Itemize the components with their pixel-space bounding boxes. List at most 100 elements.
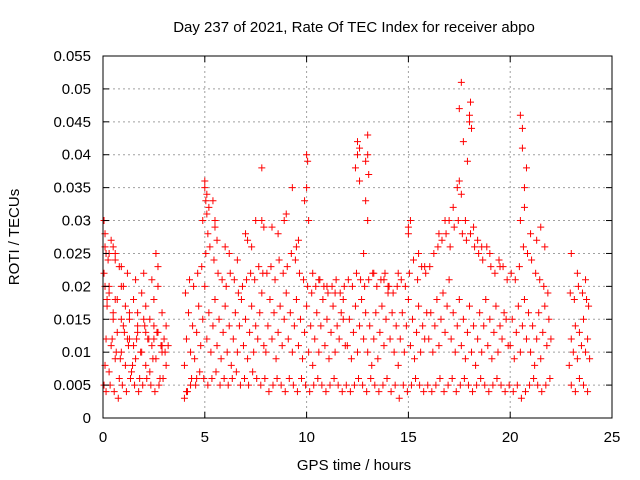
data-point: [383, 375, 391, 383]
data-point: [159, 375, 167, 383]
data-point: [215, 315, 223, 323]
data-point: [356, 144, 364, 152]
data-point: [350, 381, 358, 389]
data-point: [113, 328, 121, 336]
data-point: [282, 289, 290, 297]
data-point: [239, 342, 247, 350]
data-point: [474, 236, 482, 244]
data-point: [407, 381, 415, 389]
data-point: [302, 381, 310, 389]
data-point: [381, 269, 389, 277]
data-point: [406, 217, 414, 225]
chart-title: Day 237 of 2021, Rate Of TEC Index for r…: [173, 19, 535, 36]
data-point: [132, 276, 140, 284]
data-point: [453, 184, 461, 192]
data-points: [100, 78, 594, 402]
data-point: [460, 375, 468, 383]
data-point: [388, 309, 396, 317]
data-point: [140, 269, 148, 277]
data-point: [394, 361, 402, 369]
data-point: [382, 315, 390, 323]
data-point: [357, 276, 365, 284]
y-tick-label: 0.02: [62, 278, 91, 295]
y-tick-label: 0: [83, 410, 91, 427]
data-point: [202, 197, 210, 205]
data-point: [380, 342, 388, 350]
data-point: [374, 355, 382, 363]
data-point: [331, 289, 339, 297]
data-point: [507, 269, 515, 277]
data-point: [516, 111, 524, 119]
data-point: [305, 217, 313, 225]
data-point: [433, 296, 441, 304]
data-point: [532, 269, 540, 277]
data-point: [218, 276, 226, 284]
data-point: [146, 368, 154, 376]
data-point: [109, 315, 117, 323]
data-point: [584, 388, 592, 396]
data-point: [578, 289, 586, 297]
data-point: [149, 355, 157, 363]
data-point: [115, 375, 123, 383]
data-point: [335, 335, 343, 343]
data-point: [120, 328, 128, 336]
data-point: [193, 375, 201, 383]
data-point: [370, 335, 378, 343]
data-point: [392, 322, 400, 330]
data-point: [470, 322, 478, 330]
data-point: [126, 375, 134, 383]
data-point: [420, 388, 428, 396]
data-point: [509, 388, 517, 396]
data-point: [111, 249, 119, 257]
data-point: [496, 322, 504, 330]
data-point: [203, 210, 211, 218]
data-point: [430, 249, 438, 257]
data-point: [295, 269, 303, 277]
data-point: [364, 217, 372, 225]
data-point: [247, 269, 255, 277]
data-point: [475, 249, 483, 257]
data-point: [100, 269, 108, 277]
data-point: [348, 282, 356, 290]
data-point: [457, 78, 465, 86]
y-tick-label: 0.01: [62, 344, 91, 361]
data-point: [201, 184, 209, 192]
data-point: [569, 348, 577, 356]
data-point: [222, 282, 230, 290]
data-point: [449, 203, 457, 211]
data-point: [275, 256, 283, 264]
data-point: [287, 249, 295, 257]
data-point: [415, 249, 423, 257]
data-point: [438, 236, 446, 244]
data-point: [417, 348, 425, 356]
data-point: [387, 388, 395, 396]
data-point: [186, 276, 194, 284]
data-point: [367, 375, 375, 383]
data-point: [323, 282, 331, 290]
data-point: [539, 328, 547, 336]
data-point: [361, 282, 369, 290]
data-point: [283, 263, 291, 271]
data-point: [352, 269, 360, 277]
data-point: [452, 388, 460, 396]
data-point: [236, 381, 244, 389]
data-point: [468, 124, 476, 132]
data-point: [582, 348, 590, 356]
data-point: [408, 315, 416, 323]
data-point: [404, 296, 412, 304]
data-point: [486, 315, 494, 323]
data-point: [290, 322, 298, 330]
data-point: [211, 223, 219, 231]
data-point: [248, 302, 256, 310]
data-point: [116, 355, 124, 363]
data-point: [511, 276, 519, 284]
data-point: [442, 230, 450, 238]
data-point: [542, 381, 550, 389]
data-point: [201, 282, 209, 290]
data-point: [459, 315, 467, 323]
data-point: [403, 388, 411, 396]
data-point: [279, 269, 287, 277]
data-point: [125, 335, 133, 343]
data-point: [426, 263, 434, 271]
